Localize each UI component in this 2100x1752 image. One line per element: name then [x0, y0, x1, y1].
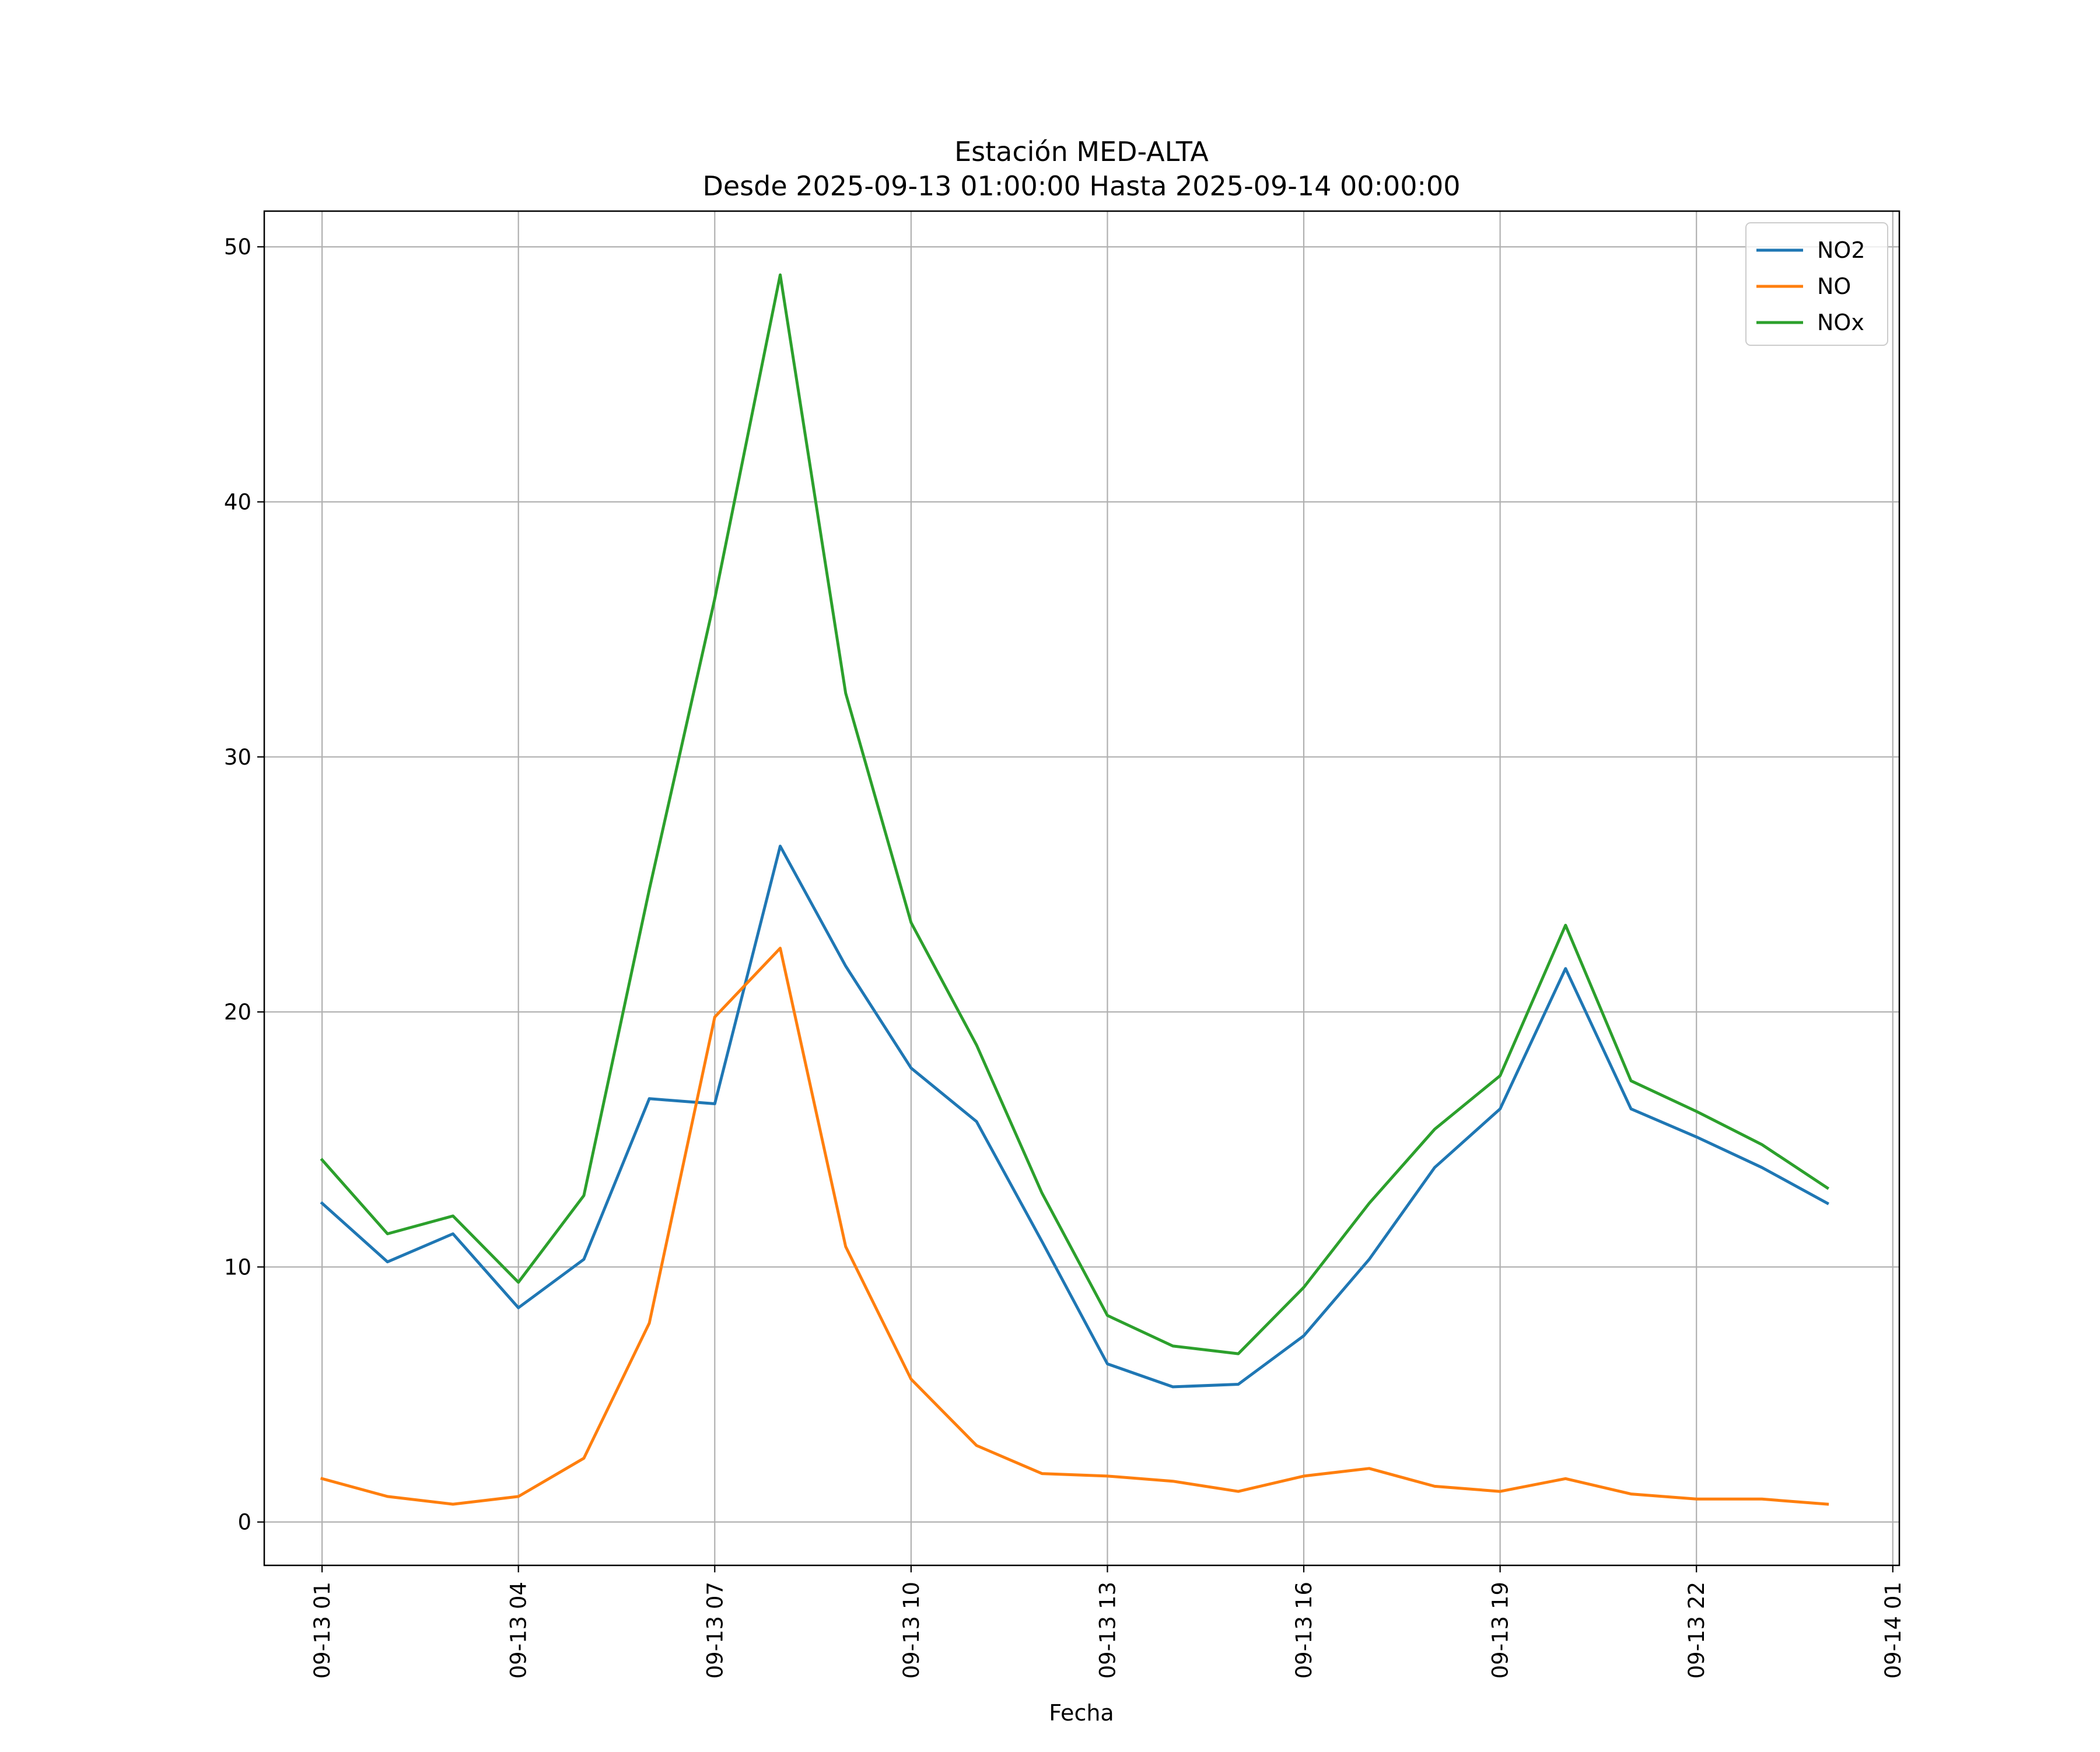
x-tick-label: 09-13 04: [506, 1582, 531, 1679]
y-tick-label: 50: [224, 234, 251, 260]
x-tick-label: 09-13 01: [310, 1582, 335, 1679]
x-tick-label: 09-14 01: [1881, 1582, 1906, 1679]
y-tick-label: 20: [224, 1000, 251, 1025]
legend-box: [1745, 222, 1888, 346]
x-tick-label: 09-13 13: [1095, 1582, 1120, 1679]
x-tick-label: 09-13 16: [1292, 1582, 1317, 1679]
legend-label-no: NO: [1817, 274, 1851, 299]
x-tick-label: 09-13 22: [1684, 1582, 1709, 1679]
series-lines: [320, 273, 1830, 1506]
series-line-nox: [320, 273, 1830, 1355]
y-tick-label: 10: [224, 1255, 251, 1280]
y-tick-label: 30: [224, 745, 251, 770]
y-tick-label: 0: [237, 1510, 251, 1535]
x-axis-label: Fecha: [1049, 1700, 1114, 1726]
chart-title: Estación MED-ALTA: [954, 136, 1209, 167]
x-tick-label: 09-13 07: [702, 1582, 727, 1679]
plot-frame: [263, 210, 1901, 1567]
series-line-no: [320, 947, 1829, 1506]
legend-label-nox: NOx: [1817, 310, 1864, 335]
axes: 0 10 20 30 40 50 09-13 01 09-13 04 09-13 07 09-13…: [224, 210, 1906, 1679]
y-tick-label: 40: [224, 490, 251, 515]
series-line-no2: [320, 845, 1829, 1389]
x-tick-label: 09-13 19: [1488, 1582, 1513, 1679]
legend: NO2 NO NOx: [1745, 222, 1888, 346]
legend-label-no2: NO2: [1817, 237, 1866, 263]
x-tick-label: 09-13 10: [899, 1582, 924, 1679]
chart-subtitle: Desde 2025-09-13 01:00:00 Hasta 2025-09-…: [702, 170, 1460, 202]
